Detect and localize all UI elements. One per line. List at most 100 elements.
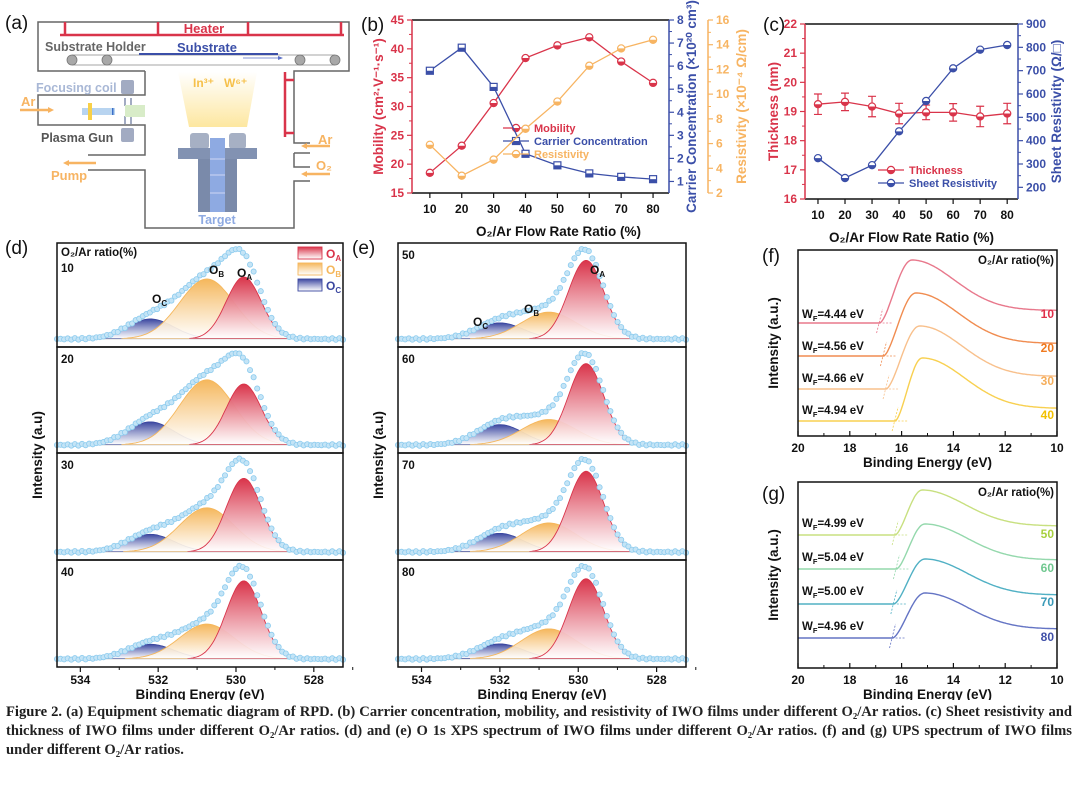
data-point bbox=[250, 475, 257, 482]
plasma-gun bbox=[82, 103, 145, 120]
work-function-value: =5.04 eV bbox=[817, 552, 864, 564]
x-tick-label: 530 bbox=[226, 673, 246, 687]
series-line-thickness bbox=[817, 101, 1008, 118]
data-point bbox=[193, 503, 200, 510]
data-point-fill bbox=[949, 112, 957, 116]
data-point bbox=[589, 359, 596, 366]
data-point bbox=[247, 367, 254, 374]
ratio-label: 80 bbox=[402, 567, 415, 579]
data-point bbox=[193, 276, 200, 283]
data-point-fill bbox=[814, 104, 822, 108]
subpanel-frame bbox=[397, 559, 687, 668]
y-tick-label: 3 bbox=[677, 128, 684, 142]
figure: Heater Substrate Holder Substrate Focusi… bbox=[5, 0, 1064, 700]
data-point-fill bbox=[895, 113, 903, 118]
data-point bbox=[593, 579, 600, 586]
data-point bbox=[560, 276, 567, 283]
peak-label: OA bbox=[237, 266, 252, 282]
x-axis-title: O₂/Ar Flow Rate Ratio (%) bbox=[476, 224, 641, 239]
data-point bbox=[567, 472, 574, 479]
data-point bbox=[193, 376, 200, 383]
data-point bbox=[261, 404, 268, 411]
work-function-value: =4.66 eV bbox=[817, 373, 864, 385]
data-point bbox=[564, 480, 571, 487]
chamber-wall bbox=[37, 21, 350, 229]
data-point bbox=[593, 261, 600, 268]
panel-label-d: (d) bbox=[5, 238, 28, 259]
ratio-label: 20 bbox=[61, 354, 74, 366]
spectrum-10: 10 bbox=[54, 242, 346, 348]
x-tick-label: 16 bbox=[895, 673, 909, 687]
legend-label: Thickness bbox=[909, 165, 963, 177]
chart-g: WF=4.99 eV 50 WF=5.04 eV 60 WF=5.00 eV 70 WF=4… bbox=[766, 481, 1064, 700]
panel-labels: (a) (b) (c) (d) (e) (f) (g) bbox=[5, 13, 785, 505]
data-point bbox=[600, 493, 607, 500]
data-point bbox=[596, 273, 603, 280]
ion-w-label: W⁶⁺ bbox=[224, 76, 247, 90]
legend-label: Resistivity bbox=[534, 149, 590, 161]
data-point bbox=[250, 374, 257, 381]
ratio-label: 80 bbox=[1041, 630, 1055, 644]
data-point bbox=[257, 394, 264, 401]
y-tick-label: 4 bbox=[677, 105, 684, 119]
x-tick-label: 530 bbox=[568, 673, 588, 687]
y-tick-label: 25 bbox=[391, 128, 405, 142]
plot-frame bbox=[797, 481, 1058, 669]
data-point-fill bbox=[649, 39, 657, 44]
data-point bbox=[542, 408, 549, 415]
data-point bbox=[264, 306, 271, 313]
y-tick-label: 5 bbox=[677, 82, 684, 96]
data-point bbox=[611, 312, 618, 319]
data-point bbox=[214, 361, 221, 368]
data-point bbox=[161, 404, 168, 411]
data-point bbox=[222, 584, 229, 591]
data-point bbox=[129, 320, 136, 327]
data-point bbox=[625, 543, 632, 550]
data-point bbox=[236, 246, 243, 253]
work-function-value: =4.44 eV bbox=[817, 309, 864, 321]
x-tick-label: 12 bbox=[999, 441, 1013, 455]
data-point-fill bbox=[458, 47, 466, 52]
x-tick-label: 534 bbox=[411, 673, 431, 687]
data-point bbox=[114, 328, 121, 335]
panel-label-g: (g) bbox=[762, 484, 785, 505]
data-point bbox=[596, 377, 603, 384]
ratio-label: 10 bbox=[61, 263, 74, 275]
data-point bbox=[275, 537, 282, 544]
data-point bbox=[553, 605, 560, 612]
target-assembly bbox=[178, 133, 257, 212]
data-point bbox=[571, 465, 578, 472]
data-point bbox=[218, 477, 225, 484]
data-point-fill bbox=[553, 165, 561, 169]
data-point-fill bbox=[1003, 45, 1011, 49]
data-point bbox=[600, 600, 607, 607]
ratio-label: 30 bbox=[1041, 374, 1055, 388]
data-point bbox=[571, 359, 578, 366]
x-tick-label: 50 bbox=[919, 208, 933, 222]
data-point bbox=[575, 459, 582, 466]
data-point bbox=[272, 532, 279, 539]
data-point bbox=[243, 460, 250, 467]
ups-curve-80 bbox=[798, 592, 1057, 639]
data-point bbox=[214, 598, 221, 605]
data-point bbox=[247, 573, 254, 580]
y-tick-label: 400 bbox=[1026, 134, 1046, 148]
work-function-value: =4.94 eV bbox=[817, 405, 864, 417]
x-tick-label: 10 bbox=[1050, 441, 1064, 455]
x-tick-label: 80 bbox=[1001, 208, 1015, 222]
data-point bbox=[553, 289, 560, 296]
work-function-sub: F bbox=[813, 314, 818, 323]
o2-label: O₂ bbox=[316, 158, 332, 173]
cutoff-extrapolation bbox=[891, 406, 908, 432]
data-point bbox=[607, 408, 614, 415]
data-point bbox=[236, 350, 243, 357]
x-tick-label: 10 bbox=[811, 208, 825, 222]
y-tick-label: 20 bbox=[391, 157, 405, 171]
ratio-label: 60 bbox=[402, 354, 415, 366]
x-tick-label: 528 bbox=[647, 673, 667, 687]
x-tick-label: 50 bbox=[551, 202, 565, 216]
substrate-holder-label: Substrate Holder bbox=[45, 40, 146, 54]
work-function-value: =4.99 eV bbox=[817, 518, 864, 530]
plasma-gun-label: Plasma Gun bbox=[41, 131, 113, 145]
y-tick-label: 600 bbox=[1026, 87, 1046, 101]
